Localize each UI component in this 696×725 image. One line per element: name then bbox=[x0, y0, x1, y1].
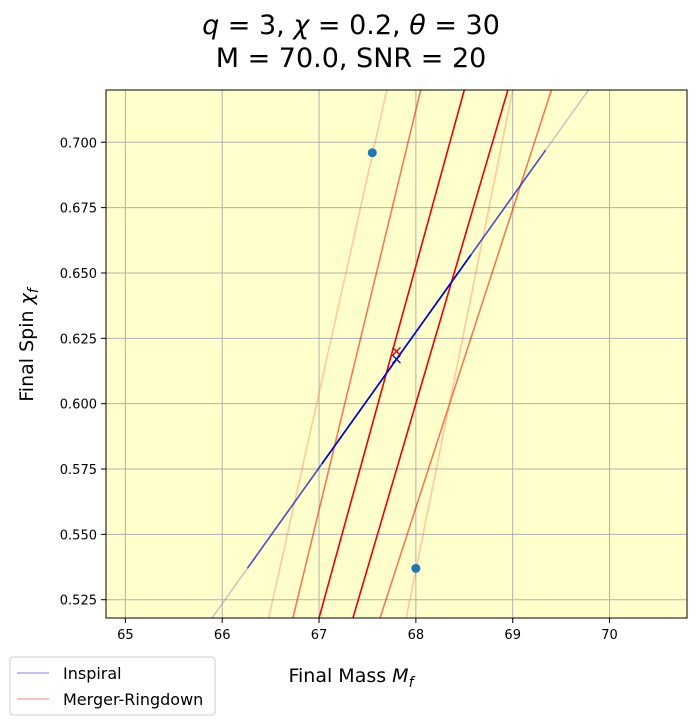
merger-ringdown-contour-line bbox=[292, 90, 422, 618]
y-axis-label: Final Spin χf bbox=[16, 286, 42, 402]
x-axis-label-text: Final Mass bbox=[288, 665, 392, 687]
axis-ticks: 65 66 67 68 69 70 0.525 0.550 0.575 0.600 0.625 0.6… bbox=[60, 136, 618, 643]
chart-title-line2: M = 70.0, SNR = 20 bbox=[216, 43, 487, 74]
y-tick-label: 0.575 bbox=[60, 463, 97, 478]
merger-ringdown-contour-line bbox=[352, 90, 509, 618]
merger-ringdown-contour-line bbox=[267, 90, 388, 618]
plot-area bbox=[210, 90, 590, 618]
grid bbox=[106, 90, 687, 618]
y-tick-label: 0.650 bbox=[60, 267, 97, 282]
legend: Inspiral Merger-Ringdown bbox=[9, 656, 216, 716]
y-tick-label: 0.525 bbox=[60, 594, 97, 609]
title-chi-symbol: χ bbox=[291, 10, 310, 41]
x-tick-label: 68 bbox=[408, 628, 425, 643]
inspiral-contour-ellipse bbox=[321, 254, 472, 465]
x-tick-label: 66 bbox=[214, 628, 231, 643]
x-axis-label: Final Mass Mf bbox=[288, 665, 415, 691]
x-tick-label: 70 bbox=[601, 628, 618, 643]
title-q-symbol: q bbox=[202, 10, 219, 41]
x-tick-label: 69 bbox=[504, 628, 521, 643]
data-point bbox=[411, 563, 421, 573]
x-axis-label-symbol: M bbox=[392, 665, 408, 687]
merger-ringdown-contour-line bbox=[379, 90, 553, 618]
chart-title-line1: q = 3, χ = 0.2, θ = 30 bbox=[202, 10, 500, 41]
y-tick-label: 0.700 bbox=[60, 136, 97, 151]
title-theta-value: = 30 bbox=[426, 10, 500, 41]
y-tick-label: 0.625 bbox=[60, 332, 97, 347]
data-point bbox=[367, 148, 377, 158]
merger-ringdown-contour-line bbox=[318, 90, 466, 618]
legend-label-merger-ringdown: Merger-Ringdown bbox=[63, 690, 203, 709]
title-theta-symbol: θ bbox=[409, 10, 426, 41]
y-axis-label-subscript: f bbox=[26, 286, 42, 293]
inspiral-marker bbox=[392, 354, 401, 364]
x-tick-label: 67 bbox=[311, 628, 328, 643]
legend-label-inspiral: Inspiral bbox=[63, 664, 122, 683]
x-axis-label-subscript: f bbox=[409, 675, 416, 691]
y-tick-label: 0.600 bbox=[60, 398, 97, 413]
merger-ringdown-contour-line bbox=[405, 90, 514, 618]
y-axis-label-symbol: χ bbox=[16, 292, 38, 305]
title-q-value: = 3, bbox=[219, 10, 293, 41]
legend-box bbox=[9, 656, 216, 716]
title-chi-value: = 0.2, bbox=[309, 10, 409, 41]
plot-frame bbox=[105, 89, 688, 619]
y-tick-label: 0.550 bbox=[60, 528, 97, 543]
y-tick-label: 0.675 bbox=[60, 202, 97, 217]
x-tick-label: 65 bbox=[117, 628, 134, 643]
plot-background bbox=[106, 90, 687, 618]
merger-ringdown-marker bbox=[392, 346, 401, 356]
y-axis-label-text: Final Spin bbox=[16, 304, 38, 401]
